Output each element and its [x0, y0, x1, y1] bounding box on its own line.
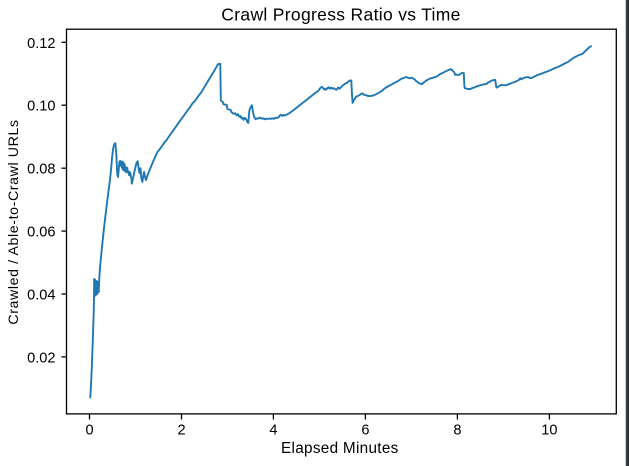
svg-text:2: 2 — [177, 422, 185, 438]
svg-text:4: 4 — [269, 422, 277, 438]
svg-text:0.12: 0.12 — [27, 36, 55, 52]
svg-text:Elapsed Minutes: Elapsed Minutes — [281, 440, 399, 457]
svg-text:8: 8 — [453, 422, 461, 438]
svg-text:10: 10 — [541, 422, 557, 438]
svg-text:0.04: 0.04 — [27, 288, 55, 304]
svg-text:0.08: 0.08 — [27, 162, 55, 178]
svg-text:Crawl Progress Ratio vs Time: Crawl Progress Ratio vs Time — [221, 4, 460, 24]
svg-text:0.10: 0.10 — [27, 99, 55, 115]
svg-text:6: 6 — [361, 422, 369, 438]
svg-text:0: 0 — [85, 422, 93, 438]
svg-text:0.06: 0.06 — [27, 225, 55, 241]
svg-text:0.02: 0.02 — [27, 350, 55, 366]
svg-text:Crawled / Able-to-Crawl URLs: Crawled / Able-to-Crawl URLs — [6, 119, 22, 324]
